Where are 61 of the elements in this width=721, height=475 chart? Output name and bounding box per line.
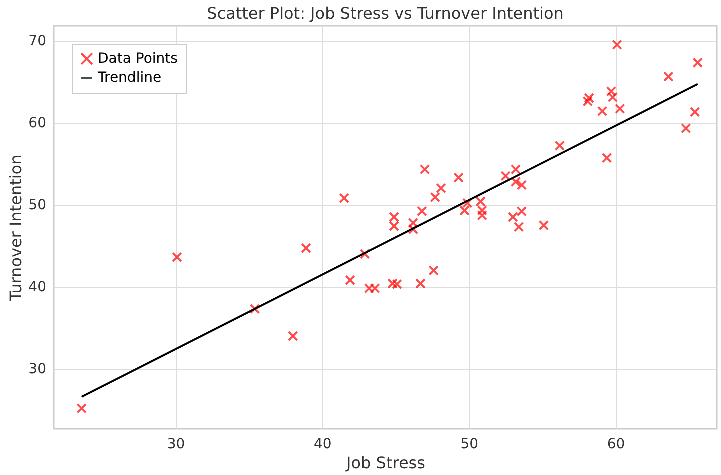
point [389, 221, 400, 232]
y-tick-label: 50 [28, 197, 46, 214]
point [582, 96, 594, 107]
point [538, 220, 550, 231]
point [420, 164, 430, 175]
legend-label: Data Points [98, 51, 178, 67]
point [460, 205, 470, 216]
point [388, 278, 398, 289]
point [408, 218, 419, 228]
point [250, 304, 260, 314]
point [416, 278, 426, 289]
point [476, 196, 486, 207]
point [516, 180, 528, 190]
point [663, 72, 674, 82]
x-tick-label: 50 [460, 436, 479, 452]
point [608, 92, 618, 103]
point [301, 243, 312, 254]
point [288, 331, 298, 342]
point [408, 224, 419, 235]
point [76, 403, 88, 414]
y-tick-label: 70 [28, 33, 46, 50]
point [606, 86, 617, 97]
point [416, 206, 428, 217]
point [510, 164, 522, 175]
point [454, 172, 464, 184]
x-tick-label: 30 [167, 436, 186, 452]
point [554, 140, 566, 152]
point [360, 248, 370, 260]
point [462, 198, 473, 208]
point [392, 279, 402, 290]
point [584, 93, 595, 104]
point [692, 58, 704, 68]
point [477, 205, 488, 216]
chart-title: Scatter Plot: Job Stress vs Turnover Intention [207, 4, 564, 23]
point [428, 265, 440, 276]
point [389, 212, 400, 222]
point [514, 222, 524, 232]
point [345, 275, 356, 286]
point [597, 106, 608, 117]
x-axis-title: Job Stress [346, 454, 426, 472]
point [508, 212, 518, 222]
point [430, 192, 441, 203]
point [172, 252, 182, 263]
point [681, 123, 692, 134]
y-axis-title: Turnover Intention [6, 154, 26, 302]
point [510, 176, 522, 188]
point [477, 210, 488, 221]
point [516, 206, 528, 217]
y-tick-label: 30 [28, 362, 46, 378]
point [615, 104, 626, 114]
x-tick-label: 40 [314, 436, 332, 452]
point [339, 193, 350, 204]
point [500, 171, 511, 182]
legend-label: Trendline [97, 70, 162, 86]
point [436, 183, 446, 194]
point [612, 40, 622, 50]
point [690, 107, 700, 118]
x-tick-label: 60 [607, 436, 626, 452]
point [602, 152, 612, 164]
y-tick-label: 60 [28, 115, 46, 132]
y-tick-label: 40 [28, 280, 46, 296]
